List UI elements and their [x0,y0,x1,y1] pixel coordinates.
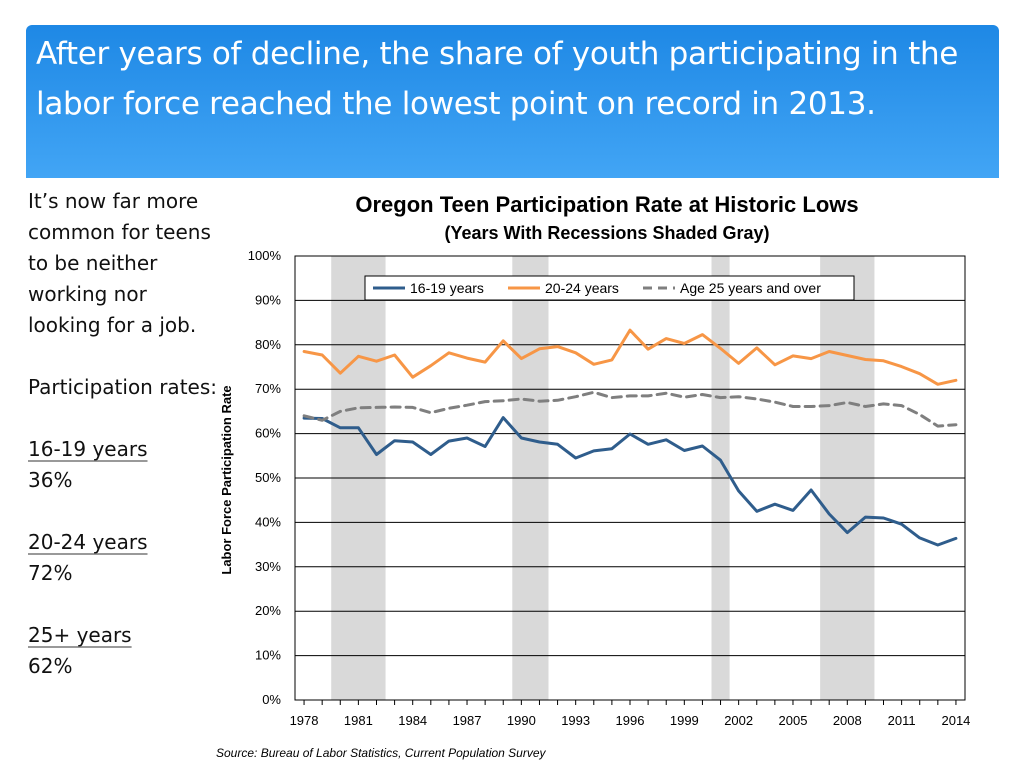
y-axis-label: Labor Force Participation Rate [219,385,234,574]
source-note: Source: Bureau of Labor Statistics, Curr… [216,746,547,760]
x-tick-label: 2014 [941,713,970,728]
y-tick-label: 90% [255,292,281,307]
legend-box [364,275,855,301]
x-tick-label: 1978 [290,713,319,728]
title-banner: After years of decline, the share of you… [26,25,999,178]
series-line-1 [302,328,958,386]
x-tick-label: 2011 [888,713,916,728]
sidebar-intro: It’s now far more common for teens to be… [28,189,211,337]
series-line-2 [302,390,958,428]
legend-label-0: 16-19 years [410,280,484,296]
x-tick-label: 1990 [507,713,536,728]
x-tick-label: 2008 [833,713,862,728]
chart-subtitle: (Years With Recessions Shaded Gray) [445,223,770,243]
y-tick-label: 0% [262,692,281,707]
x-tick-label: 1987 [453,713,482,728]
x-tick-label: 1993 [561,713,590,728]
x-tick-label: 1981 [344,713,373,728]
y-tick-label: 50% [255,470,281,485]
x-tick-label: 1984 [398,713,427,728]
stat-value-20-24: 72% [28,561,73,585]
y-tick-label: 20% [255,603,281,618]
chart-title: Oregon Teen Participation Rate at Histor… [355,192,858,217]
y-tick-label: 100% [248,248,282,263]
y-tick-label: 60% [255,426,281,441]
rates-heading: Participation rates: [28,375,217,399]
series-line-0 [302,416,958,547]
legend-label-2: Age 25 years and over [680,280,821,296]
y-tick-label: 40% [255,514,281,529]
x-tick-label: 1999 [670,713,699,728]
stat-label-16-19: 16-19 years [28,437,148,461]
stat-label-20-24: 20-24 years [28,530,148,554]
x-tick-label: 1996 [616,713,645,728]
y-tick-label: 80% [255,337,281,352]
stat-value-25-plus: 62% [28,654,73,678]
x-tick-label: 2002 [724,713,753,728]
plot-area: 0% 10% 20% 30% 40% 50% 60% 70% 80% 90% 100% 1978 198… [248,248,971,728]
y-tick-label: 30% [255,559,281,574]
y-tick-label: 10% [255,648,281,663]
stat-value-16-19: 36% [28,468,73,492]
stat-label-25-plus: 25+ years [28,623,132,647]
slide-title: After years of decline, the share of you… [36,36,959,122]
sidebar: It’s now far more common for teens to be… [28,186,218,682]
y-tick-label: 70% [255,381,281,396]
x-tick-label: 2005 [779,713,808,728]
legend-label-1: 20-24 years [545,280,619,296]
